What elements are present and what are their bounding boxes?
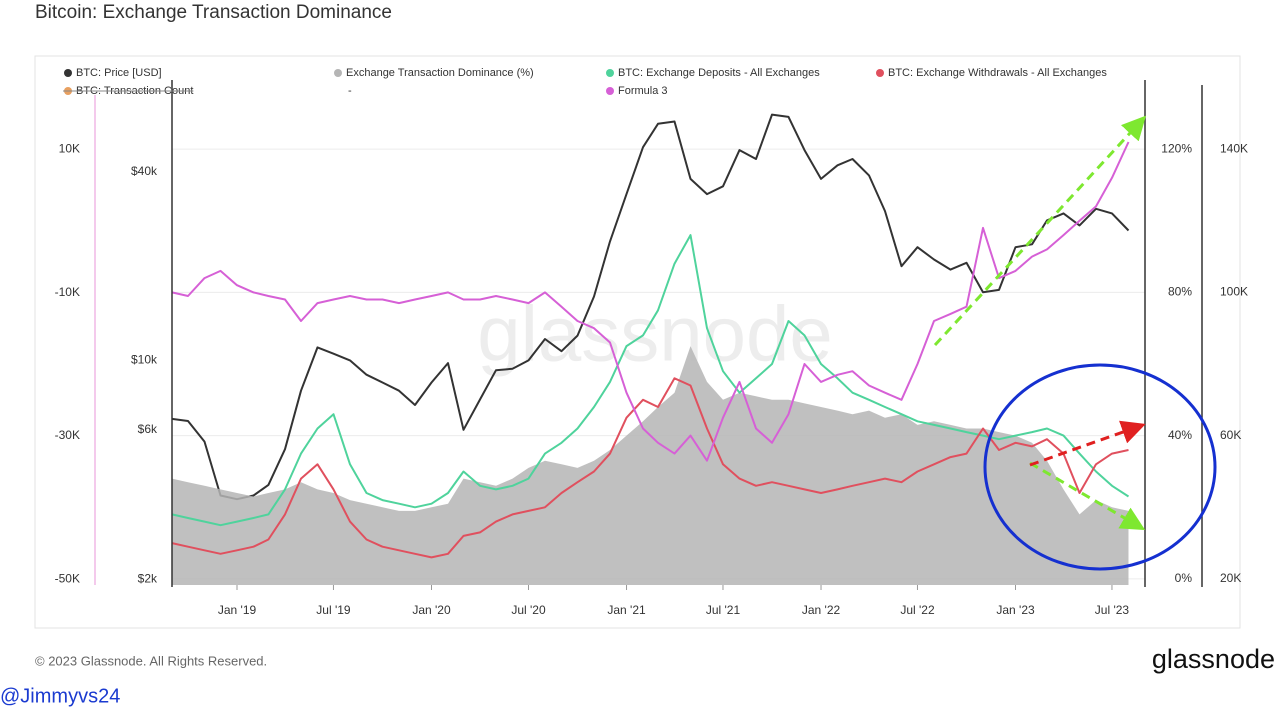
- watermark: glassnode: [477, 290, 833, 378]
- y-tick-label: -10K: [55, 285, 80, 299]
- legend-label: BTC: Exchange Deposits - All Exchanges: [618, 67, 820, 79]
- y-tick-label: -50K: [55, 571, 80, 585]
- y-tick-label: $10k: [131, 353, 158, 367]
- x-tick-label: Jan '20: [412, 603, 451, 617]
- x-tick-label: Jan '19: [218, 603, 257, 617]
- y-tick-label: -30K: [55, 428, 80, 442]
- trend-arrow: [1029, 420, 1146, 467]
- plot-area: [171, 113, 1145, 585]
- legend-swatch: [334, 69, 342, 77]
- y-tick-label: 40%: [1168, 428, 1192, 442]
- y-tick-label: 120%: [1161, 141, 1192, 155]
- y-tick-label: 140K: [1220, 141, 1248, 155]
- chart-title: Bitcoin: Exchange Transaction Dominance: [35, 2, 392, 23]
- x-tick-label: Jan '21: [607, 603, 646, 617]
- legend-label: Exchange Transaction Dominance (%): [346, 67, 534, 79]
- trend-arrow: [933, 115, 1147, 347]
- y-tick-label: $2k: [138, 571, 158, 585]
- legend-swatch: [64, 69, 72, 77]
- line: [171, 113, 1130, 501]
- legend-swatch: [876, 69, 884, 77]
- annotations: [933, 115, 1217, 571]
- credit: @Jimmyvs24: [0, 685, 120, 707]
- line: [171, 377, 1129, 559]
- x-tick-label: Jul '21: [706, 603, 741, 617]
- brand-logo: glassnode: [1152, 644, 1275, 674]
- copyright: © 2023 Glassnode. All Rights Reserved.: [35, 653, 267, 668]
- y-tick-label: 0%: [1175, 571, 1193, 585]
- y-tick-label: $40k: [131, 164, 158, 178]
- x-tick-label: Jan '23: [996, 603, 1035, 617]
- y-tick-label: 10K: [59, 142, 80, 156]
- line: [171, 234, 1130, 527]
- highlight-circle: [983, 363, 1217, 571]
- area: [172, 346, 1129, 585]
- legend-swatch: [606, 69, 614, 77]
- x-tick-label: Jul '23: [1095, 603, 1130, 617]
- legend-label: BTC: Exchange Withdrawals - All Exchange…: [888, 67, 1107, 79]
- chart-frame: [34, 55, 1241, 629]
- y-tick-label: 100K: [1220, 285, 1248, 299]
- y-tick-label: 60K: [1220, 428, 1241, 442]
- x-tick-label: Jul '19: [316, 603, 351, 617]
- legend-label: Formula 3: [618, 85, 668, 97]
- y-tick-label: 20K: [1220, 571, 1241, 585]
- x-tick-label: Jul '22: [900, 603, 935, 617]
- legend-label: BTC: Price [USD]: [76, 67, 162, 79]
- y-tick-label: $6k: [138, 422, 158, 436]
- x-tick-label: Jan '22: [802, 603, 841, 617]
- legend-swatch: [606, 87, 614, 95]
- y-tick-label: 80%: [1168, 285, 1192, 299]
- trend-arrow: [1029, 461, 1146, 531]
- x-tick-label: Jul '20: [511, 603, 546, 617]
- legend-label: -: [348, 85, 352, 97]
- line: [171, 141, 1130, 462]
